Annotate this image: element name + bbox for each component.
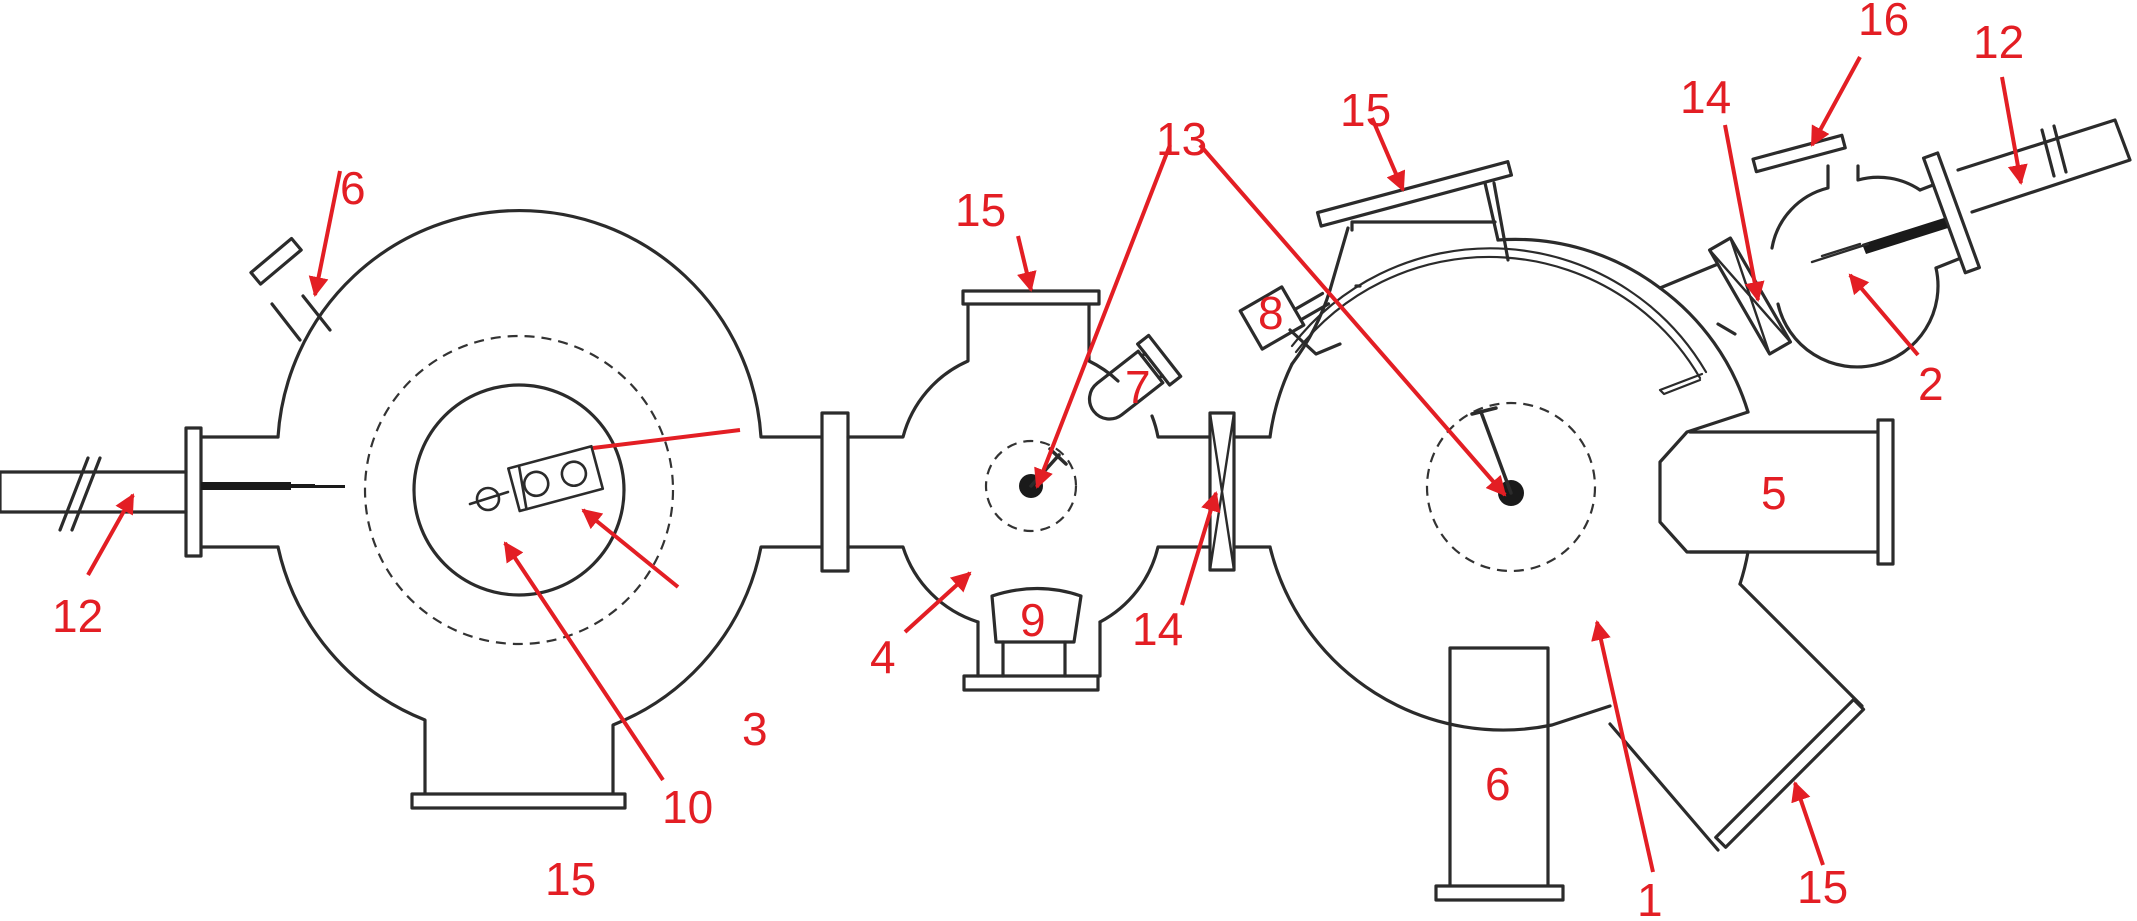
top-port-neck	[1328, 181, 1500, 292]
bottom-port-flange	[410, 792, 627, 810]
left-gate-flange	[820, 411, 850, 573]
right-chamber	[1238, 160, 1895, 902]
right-rod-break-marks	[2040, 124, 2068, 178]
left-chamber	[184, 209, 824, 810]
loadlock-top-flange	[1751, 133, 1847, 174]
label-15-bottom-right: 15	[1797, 861, 1848, 913]
port-5-flange	[1876, 418, 1895, 566]
component-9-box	[990, 586, 1083, 644]
component-7	[1087, 333, 1183, 421]
label-7: 7	[1125, 361, 1151, 413]
label-12-left: 12	[52, 590, 103, 642]
lower-right-port	[1608, 582, 1864, 852]
shield-arc-end	[1658, 372, 1704, 396]
component-8-arm	[1288, 328, 1342, 356]
lower-right-flange	[1714, 697, 1866, 849]
right-carousel-dashed	[1425, 401, 1597, 573]
label-13: 13	[1156, 113, 1207, 165]
small-circle-left-axis	[468, 490, 510, 506]
loadlock-chamber	[1770, 164, 1940, 369]
right-rod-shaft	[1862, 218, 1948, 254]
port-6-flange	[1434, 884, 1565, 902]
right-chamber-top	[1496, 237, 1662, 290]
top-right-flange	[1315, 160, 1514, 228]
gate-valve-14-left	[1208, 411, 1272, 572]
left-rod-break-marks	[58, 456, 102, 532]
small-port-flange	[249, 236, 303, 286]
middle-bottom-flange	[962, 674, 1100, 692]
right-rod-outer	[1956, 118, 2132, 214]
label-2: 2	[1918, 358, 1944, 410]
label-14-right: 14	[1680, 71, 1731, 123]
label-15-top-middle: 15	[955, 184, 1006, 236]
port-5-tube	[1688, 430, 1880, 554]
label-1: 1	[1637, 874, 1663, 921]
label-9: 9	[1020, 594, 1046, 646]
middle-chamber-body	[846, 301, 1212, 624]
port-6-body	[1448, 646, 1550, 890]
shield-arc	[1290, 247, 1708, 380]
labels: 1 2 3 4 5 6 6 7 8 9 10 12 12 13 14 14 15…	[52, 0, 2024, 921]
right-rod-tip	[1810, 242, 1870, 264]
component-8	[1238, 285, 1331, 351]
label-8: 8	[1258, 287, 1284, 339]
left-chamber-body	[276, 209, 824, 798]
left-port-neck	[196, 435, 280, 549]
label-6-top: 6	[340, 162, 366, 214]
label-5: 5	[1761, 467, 1787, 519]
small-circle-left	[475, 486, 501, 512]
sample-stage-circle	[412, 383, 626, 597]
label-14-middle: 14	[1132, 603, 1183, 655]
component-9-stem	[1001, 640, 1067, 678]
label-3: 3	[742, 703, 768, 755]
label-15-top-right: 15	[1340, 84, 1391, 136]
label-12-right: 12	[1973, 16, 2024, 68]
left-transfer-rod	[0, 456, 345, 532]
left-port-flange	[184, 426, 203, 558]
right-rod-flange	[1921, 151, 1981, 275]
middle-top-flange	[961, 289, 1101, 306]
label-4: 4	[870, 631, 896, 683]
sample-holder	[507, 444, 605, 513]
label-10: 10	[662, 781, 713, 833]
right-chamber-arc-upper	[1290, 288, 1332, 366]
left-rod-shaft	[201, 482, 291, 490]
carousel-outline-dashed	[363, 334, 675, 646]
leader-arrows	[86, 56, 2028, 873]
middle-bottom-neck	[976, 620, 1102, 678]
small-port-tube	[270, 294, 332, 342]
label-15-bottom-left: 15	[545, 853, 596, 905]
label-16: 16	[1858, 0, 1909, 45]
middle-carousel-dashed	[984, 439, 1078, 533]
label-6-bottom: 6	[1485, 758, 1511, 810]
